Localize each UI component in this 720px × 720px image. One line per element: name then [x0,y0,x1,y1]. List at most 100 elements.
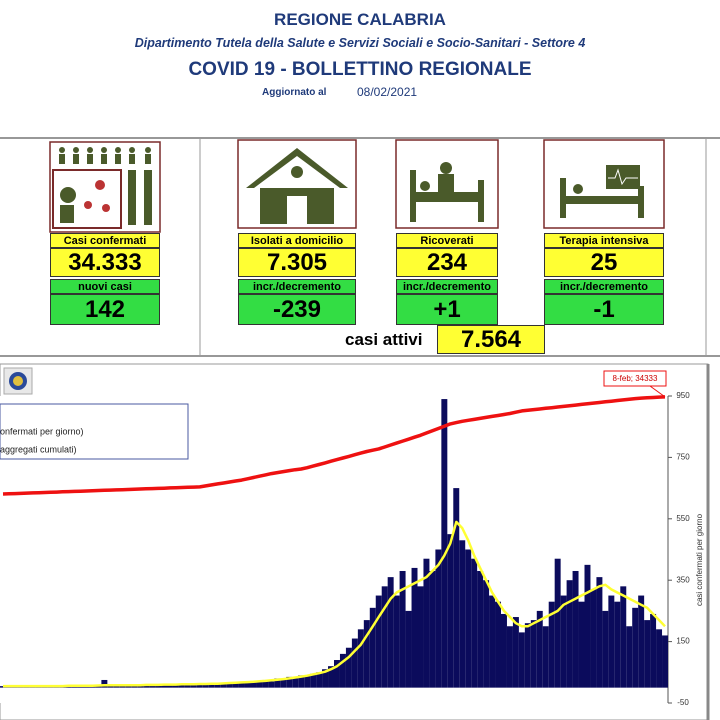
bar [196,684,203,688]
card-change: -1 [544,294,664,325]
bar [518,632,525,688]
bar [584,564,591,688]
bar [602,610,609,688]
bar [447,534,454,688]
bar [107,685,114,688]
bar [357,629,364,688]
annotation-leader [649,385,666,398]
bar [566,580,573,688]
bar [137,685,144,688]
bar [495,601,501,688]
bar [578,601,585,688]
card-value: 34.333 [50,248,160,277]
bar [620,586,627,688]
y-tick-label: 350 [676,575,690,584]
bar [101,679,108,688]
y-tick-label: 550 [676,514,690,523]
department: Dipartimento Tutela della Salute e Servi… [134,36,586,50]
card-label: Terapia intensiva [544,233,664,248]
bar [125,685,132,688]
bar [536,610,543,688]
bar [560,595,567,688]
card-change: -239 [238,294,356,325]
bar [381,586,388,688]
card-value: 25 [544,248,664,277]
bar [280,679,287,688]
line [2,395,666,496]
bar [465,549,472,688]
bar [453,488,460,688]
card-value: 7.305 [238,248,356,277]
bar [530,620,537,688]
bar [274,678,281,688]
bar [441,399,448,688]
card-label: Isolati a domicilio [238,233,356,248]
bar [459,540,466,688]
bar [483,580,490,688]
bar [316,672,323,688]
bar [268,681,275,688]
region-title: REGIONE CALABRIA [274,10,446,29]
bar [411,567,418,688]
bar [596,577,603,688]
bar [423,558,430,688]
bar [304,675,311,688]
card-change: +1 [396,294,498,325]
bar [524,623,531,688]
bar [161,684,167,688]
bar [644,620,651,688]
bar [399,570,406,688]
bar [226,683,233,688]
bar [131,686,138,688]
bar [632,607,639,688]
card-change: 142 [50,294,160,325]
bar [220,683,227,688]
bar [178,683,185,688]
bar [417,586,424,688]
card-value: 234 [396,248,498,277]
bar [310,673,317,688]
bar [256,680,263,688]
bar [345,647,352,688]
bar [554,558,561,688]
bar [167,685,173,688]
bar [489,595,496,688]
card-change-label: nuovi casi [50,279,160,294]
bar [172,684,179,688]
bar [262,679,269,688]
bar [328,666,334,688]
bar [542,626,549,688]
bar [184,684,191,688]
bar [650,613,657,688]
bar [608,595,615,688]
bar [477,570,484,688]
bar [322,669,329,688]
bar [656,629,663,688]
bar [512,617,519,688]
bar [292,678,299,688]
updated-label: Aggiornato al [262,87,327,98]
bar [238,682,245,688]
bar [405,610,412,688]
bar [375,595,382,688]
bar [626,626,633,688]
bar [501,613,507,688]
bar [0,686,6,688]
bar [363,620,370,688]
bar [506,626,513,688]
bar [662,635,668,688]
bar [149,685,156,688]
bar [590,589,597,688]
active-value: 7.564 [437,325,545,354]
card-change-label: incr./decremento [396,279,498,294]
bar [334,660,340,688]
bar [339,653,346,688]
bar [387,577,394,688]
bar [369,607,376,688]
active-label: casi attivi [345,330,423,349]
bar [393,595,400,688]
bar [351,638,358,688]
